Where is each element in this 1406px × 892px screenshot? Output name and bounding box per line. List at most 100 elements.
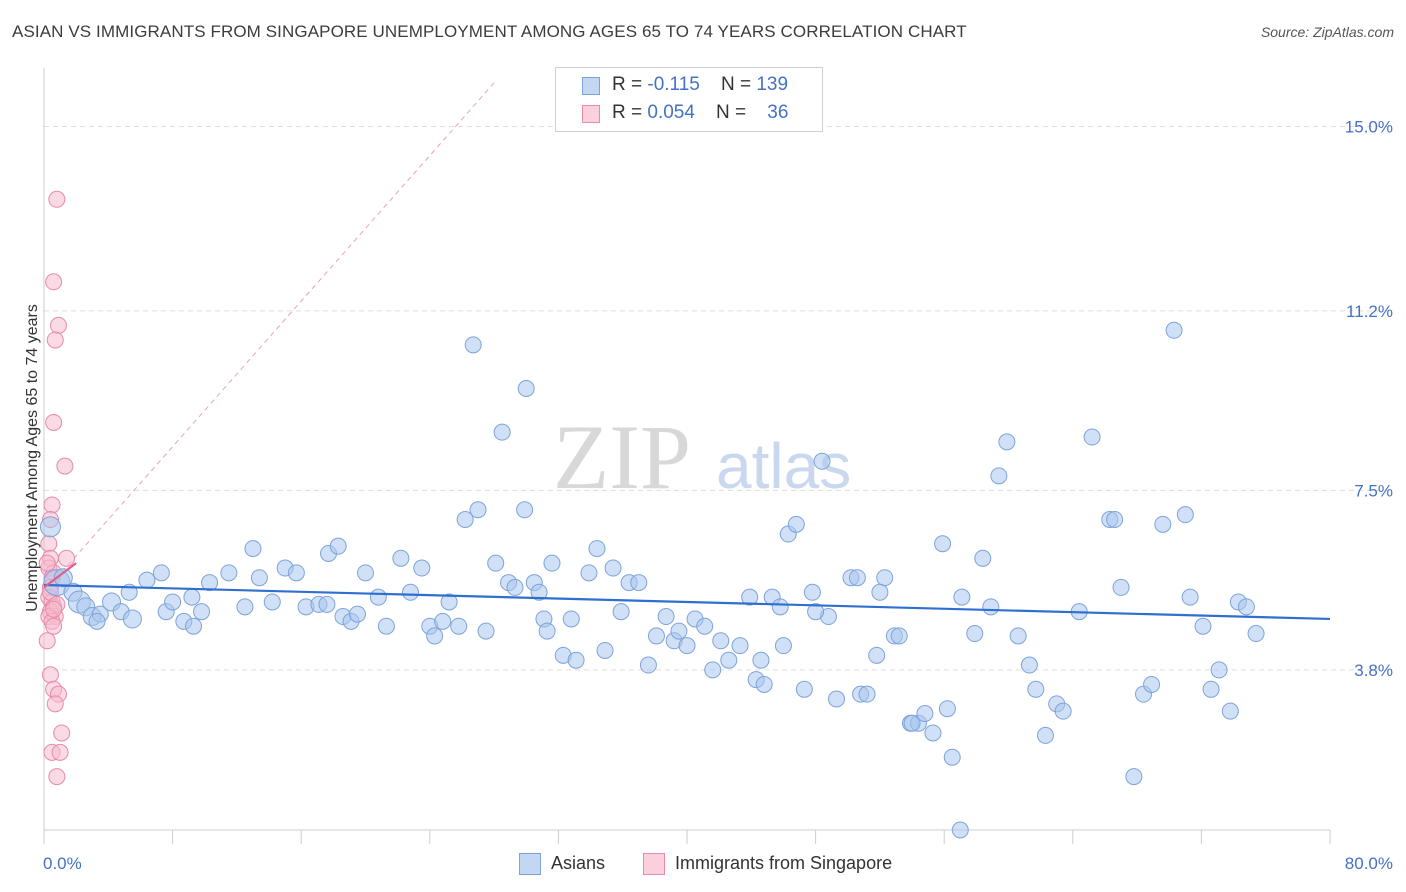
data-point (741, 588, 759, 606)
correlation-legend: R = -0.115 N = 139 R = 0.054 N = 36 (555, 67, 823, 132)
data-point (369, 588, 387, 606)
legend-swatch-singapore (582, 105, 600, 123)
data-point (1176, 506, 1194, 524)
data-point (263, 593, 281, 611)
y-tick-label: 3.8% (1354, 661, 1393, 680)
data-point (1020, 656, 1038, 674)
data-point (56, 457, 74, 475)
series-label-asians: Asians (551, 853, 606, 873)
x-tick-label-min: 0.0% (43, 854, 82, 873)
data-point (46, 695, 64, 713)
data-point (48, 768, 66, 786)
data-point (604, 559, 622, 577)
data-point (543, 554, 561, 572)
data-point (426, 627, 444, 645)
legend-swatch-asians (582, 77, 600, 95)
data-point (982, 598, 1000, 616)
data-point (774, 637, 792, 655)
legend-r-label: R = (612, 74, 648, 95)
data-point (456, 510, 474, 528)
data-point (413, 559, 431, 577)
data-point (678, 637, 696, 655)
data-point (517, 380, 535, 398)
data-point (164, 593, 182, 611)
data-point (1106, 510, 1124, 528)
data-point (1237, 598, 1255, 616)
data-point (953, 588, 971, 606)
data-point (567, 651, 585, 669)
data-point (612, 603, 630, 621)
data-point (755, 675, 773, 693)
data-point (1009, 627, 1027, 645)
data-point (53, 724, 71, 742)
data-point (1083, 428, 1101, 446)
data-point (236, 598, 254, 616)
data-point (357, 564, 374, 582)
data-point (639, 656, 657, 674)
singapore-points (38, 190, 76, 786)
data-point (287, 564, 305, 582)
data-point (647, 627, 665, 645)
data-point (630, 574, 648, 592)
data-point (871, 583, 889, 601)
data-point (1247, 625, 1265, 643)
data-point (58, 549, 76, 567)
data-point (934, 535, 952, 553)
data-point (45, 600, 63, 618)
data-point (348, 605, 366, 623)
data-point (1165, 321, 1183, 339)
data-point (951, 821, 969, 839)
data-point (1154, 515, 1172, 533)
source-credit: Source: ZipAtlas.com (1260, 24, 1394, 40)
data-point (1202, 680, 1220, 698)
data-point (49, 316, 67, 334)
data-point (890, 627, 908, 645)
trend-line-asians (43, 583, 1331, 621)
reference-line (43, 82, 495, 593)
data-point (580, 564, 598, 582)
data-point (1027, 680, 1045, 698)
data-point (377, 617, 395, 635)
series-label-singapore: Immigrants from Singapore (675, 853, 893, 873)
data-point (670, 622, 688, 640)
data-point (990, 467, 1008, 485)
data-point (122, 609, 142, 629)
legend-n-label: N = (720, 74, 757, 95)
data-point (402, 583, 420, 601)
data-point (392, 549, 410, 567)
data-point (506, 578, 524, 596)
data-point (1221, 702, 1239, 720)
data-point (184, 617, 202, 635)
asians-points (39, 321, 1265, 839)
series-swatch-singapore (643, 853, 665, 875)
data-point (318, 595, 336, 613)
data-point (440, 593, 458, 611)
data-point (916, 705, 934, 723)
data-point (720, 651, 738, 669)
data-point (657, 608, 675, 626)
data-point (813, 452, 831, 470)
data-point (38, 632, 56, 650)
y-tick-label: 11.2% (1346, 302, 1393, 321)
legend-r-label: R = (612, 102, 648, 123)
series-swatch-asians (519, 853, 541, 875)
x-tick-label-max: 80.0% (1345, 854, 1393, 873)
data-point (538, 622, 556, 640)
data-point (250, 569, 268, 587)
reference-line-diagonal (43, 82, 495, 593)
data-point (848, 569, 866, 587)
legend-n-value-asians: 139 (756, 74, 789, 95)
data-point (858, 685, 876, 703)
watermark-zip: ZIP (553, 406, 691, 508)
data-point (1125, 768, 1143, 786)
y-axis-label: Unemployment Among Ages 65 to 74 years (24, 304, 41, 612)
data-point (803, 583, 821, 601)
data-point (464, 336, 482, 354)
data-point (487, 554, 505, 572)
y-tick-label: 7.5% (1354, 481, 1393, 500)
data-point (731, 637, 749, 655)
data-point (1181, 588, 1199, 606)
legend-r-value-singapore: 0.054 (647, 102, 695, 123)
data-point (469, 501, 487, 519)
data-point (998, 433, 1016, 451)
